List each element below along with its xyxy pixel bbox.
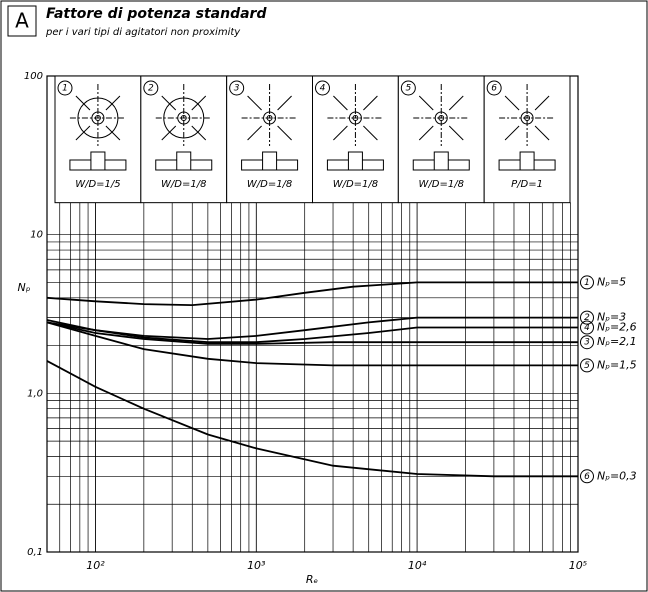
icon-side-hub xyxy=(91,152,105,170)
legend-label: Nₚ=2,1 xyxy=(597,335,637,348)
curve xyxy=(47,361,578,476)
x-axis-label: Rₑ xyxy=(306,573,319,586)
chart-subtitle: per i vari tipi di agitatori non proximi… xyxy=(45,27,241,38)
icon-side-hub xyxy=(348,152,362,170)
impeller-id: 1 xyxy=(62,84,68,94)
legend-label: Nₚ=5 xyxy=(597,275,626,288)
legend-label: Nₚ=1,5 xyxy=(597,358,637,371)
impeller-ratio: W/D=1/8 xyxy=(247,179,292,190)
legend-id: 3 xyxy=(584,338,590,348)
impeller-ratio: P/D=1 xyxy=(511,179,543,190)
y-tick-label: 1,0 xyxy=(27,388,43,399)
impeller-ratio: W/D=1/8 xyxy=(419,179,464,190)
impeller-id: 6 xyxy=(491,84,497,94)
y-tick-label: 10 xyxy=(30,230,43,241)
icon-side-hub xyxy=(520,152,534,170)
curve xyxy=(47,320,578,342)
icon-side-hub xyxy=(177,152,191,170)
curve xyxy=(47,282,578,305)
legend-id: 4 xyxy=(584,323,590,333)
x-tick-label: 10⁴ xyxy=(408,559,427,572)
icon-side-hub xyxy=(434,152,448,170)
panel-letter: A xyxy=(15,9,29,33)
impeller-id: 4 xyxy=(320,84,326,94)
impeller-ratio: W/D=1/8 xyxy=(333,179,378,190)
chart: A Fattore di potenza standard per i vari… xyxy=(0,0,648,592)
x-tick-label: 10² xyxy=(86,559,105,572)
y-tick-label: 100 xyxy=(24,71,43,82)
chart-title: Fattore di potenza standard xyxy=(46,6,267,22)
impeller-id: 2 xyxy=(148,84,154,94)
x-tick-label: 10⁵ xyxy=(569,559,587,572)
x-tick-label: 10³ xyxy=(247,559,266,572)
impeller-id: 3 xyxy=(234,84,240,94)
legend-id: 5 xyxy=(584,361,590,371)
impeller-ratio: W/D=1/8 xyxy=(161,179,206,190)
y-tick-label: 0,1 xyxy=(27,547,43,558)
legend-label: Nₚ=2,6 xyxy=(597,320,637,333)
impeller-ratio: W/D=1/5 xyxy=(75,179,120,190)
legend-label: Nₚ=0,3 xyxy=(597,469,637,482)
icon-side-hub xyxy=(263,152,277,170)
legend-id: 6 xyxy=(584,472,590,482)
y-axis-label: Nₚ xyxy=(18,281,31,294)
legend-id: 1 xyxy=(584,278,590,288)
impeller-id: 5 xyxy=(405,84,411,94)
